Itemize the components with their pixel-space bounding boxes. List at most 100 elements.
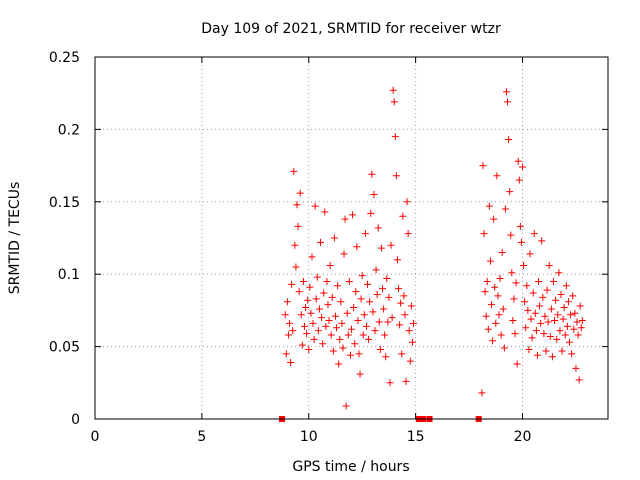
data-point — [324, 301, 332, 309]
data-point — [330, 234, 338, 242]
data-point — [542, 347, 550, 355]
data-point — [521, 298, 529, 306]
data-point — [568, 350, 576, 358]
data-point — [327, 331, 335, 339]
data-point — [571, 309, 579, 317]
data-point — [284, 331, 292, 339]
data-point — [380, 305, 388, 313]
data-point — [372, 266, 380, 274]
data-point — [478, 389, 486, 397]
data-point — [564, 298, 572, 306]
x-tick-label: 20 — [514, 429, 532, 445]
data-point — [559, 315, 567, 323]
y-tick-label: 0.2 — [58, 122, 80, 138]
data-point — [381, 331, 389, 339]
data-point — [306, 283, 314, 291]
data-point — [399, 212, 407, 220]
x-tick-label: 10 — [300, 429, 318, 445]
data-point — [546, 332, 554, 340]
data-point — [507, 231, 515, 239]
x-tick-label: 15 — [407, 429, 425, 445]
data-point — [552, 296, 560, 304]
data-point — [366, 298, 374, 306]
data-point — [299, 277, 307, 285]
data-point — [537, 319, 545, 327]
data-point — [512, 279, 520, 287]
data-point — [508, 269, 516, 277]
data-point — [575, 376, 583, 384]
data-point — [522, 324, 530, 332]
x-axis-title: GPS time / hours — [292, 459, 409, 475]
data-point — [404, 230, 412, 238]
data-point — [543, 286, 551, 294]
data-point — [297, 311, 305, 319]
data-point — [359, 331, 367, 339]
data-point — [520, 262, 528, 270]
data-point — [493, 172, 501, 180]
y-tick-label: 0.1 — [58, 267, 80, 283]
data-point — [492, 319, 500, 327]
data-point — [485, 202, 493, 210]
y-tick-label: 0.15 — [49, 195, 80, 211]
data-point — [502, 88, 510, 96]
data-point — [292, 263, 300, 271]
data-point — [300, 322, 308, 330]
data-point — [530, 230, 538, 238]
data-point — [577, 324, 585, 332]
data-point — [298, 341, 306, 349]
data-point — [383, 275, 391, 283]
data-point — [303, 330, 311, 338]
data-point — [325, 317, 333, 325]
data-point — [576, 302, 584, 310]
plot-area-background — [95, 57, 608, 419]
data-point — [321, 208, 329, 216]
data-point — [563, 322, 571, 330]
data-point — [308, 253, 316, 261]
data-point — [409, 319, 417, 327]
data-point — [376, 345, 384, 353]
data-point — [539, 293, 547, 301]
data-point — [302, 304, 310, 312]
data-point — [481, 288, 489, 296]
data-point — [288, 280, 296, 288]
data-point — [514, 157, 522, 165]
data-point — [360, 311, 368, 319]
data-point — [526, 250, 534, 258]
data-point — [395, 285, 403, 293]
data-point — [295, 288, 303, 296]
data-point — [523, 282, 531, 290]
data-point — [528, 334, 536, 342]
data-point — [305, 345, 313, 353]
data-point — [371, 327, 379, 335]
data-point — [562, 282, 570, 290]
data-point — [290, 167, 298, 175]
data-point — [358, 272, 366, 280]
data-point — [535, 277, 543, 285]
data-point — [544, 318, 552, 326]
data-point — [536, 302, 544, 310]
data-point — [555, 269, 563, 277]
data-point — [491, 283, 499, 291]
data-point — [390, 98, 398, 106]
data-point — [553, 335, 561, 343]
data-point — [406, 357, 414, 365]
data-point — [494, 292, 502, 300]
data-point — [480, 230, 488, 238]
data-point — [573, 318, 581, 326]
plot-frame — [94, 56, 609, 420]
data-point — [309, 319, 317, 327]
data-point — [362, 322, 370, 330]
data-point — [374, 224, 382, 232]
data-point — [524, 306, 532, 314]
data-point — [386, 379, 394, 387]
data-point — [355, 350, 363, 358]
data-point — [398, 350, 406, 358]
data-point — [570, 325, 578, 333]
y-axis-title: SRMTID / TECUs — [7, 182, 23, 295]
y-tick-label: 0.25 — [49, 50, 80, 66]
data-point — [489, 337, 497, 345]
data-point — [356, 370, 364, 378]
data-point — [566, 338, 574, 346]
data-point — [561, 331, 569, 339]
data-point — [289, 327, 297, 335]
